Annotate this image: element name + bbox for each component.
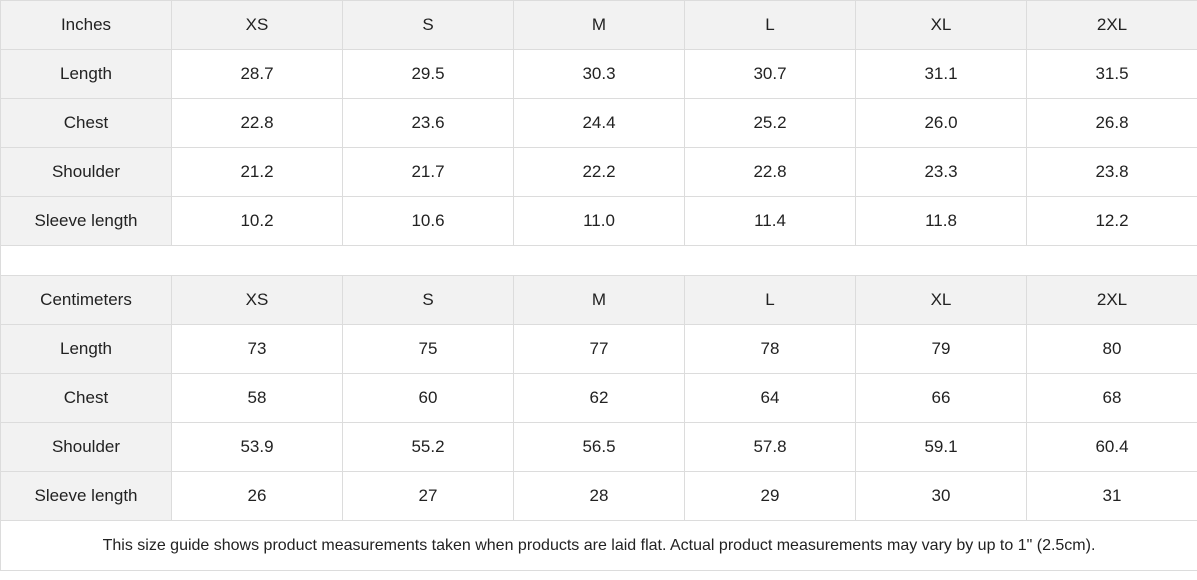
measurement-value: 23.6 bbox=[342, 98, 514, 148]
header-row: Inches XS S M L XL 2XL bbox=[0, 0, 1197, 50]
measurement-value: 31.5 bbox=[1026, 49, 1197, 99]
measurement-value: 80 bbox=[1026, 324, 1197, 374]
measurement-value: 10.2 bbox=[171, 196, 343, 246]
measurement-value: 26.8 bbox=[1026, 98, 1197, 148]
measurement-value: 64 bbox=[684, 373, 856, 423]
size-header: S bbox=[342, 275, 514, 325]
measurement-label: Chest bbox=[0, 98, 172, 148]
table-row: Chest 22.8 23.6 24.4 25.2 26.0 26.8 bbox=[0, 98, 1197, 148]
measurement-value: 31.1 bbox=[855, 49, 1027, 99]
measurement-value: 60.4 bbox=[1026, 422, 1197, 472]
footnote: This size guide shows product measuremen… bbox=[0, 520, 1197, 571]
measurement-label: Shoulder bbox=[0, 422, 172, 472]
measurement-label: Sleeve length bbox=[0, 471, 172, 521]
measurement-label: Length bbox=[0, 49, 172, 99]
measurement-value: 27 bbox=[342, 471, 514, 521]
size-header: XL bbox=[855, 275, 1027, 325]
spacer-cell bbox=[0, 245, 1197, 276]
measurement-value: 30 bbox=[855, 471, 1027, 521]
measurement-value: 24.4 bbox=[513, 98, 685, 148]
measurement-value: 22.2 bbox=[513, 147, 685, 197]
size-header: 2XL bbox=[1026, 0, 1197, 50]
measurement-value: 28.7 bbox=[171, 49, 343, 99]
table-row: Length 73 75 77 78 79 80 bbox=[0, 324, 1197, 374]
size-header: M bbox=[513, 275, 685, 325]
measurement-value: 28 bbox=[513, 471, 685, 521]
unit-header: Inches bbox=[0, 0, 172, 50]
measurement-value: 60 bbox=[342, 373, 514, 423]
measurement-value: 26 bbox=[171, 471, 343, 521]
measurement-value: 73 bbox=[171, 324, 343, 374]
measurement-value: 11.8 bbox=[855, 196, 1027, 246]
measurement-value: 59.1 bbox=[855, 422, 1027, 472]
size-header: XL bbox=[855, 0, 1027, 50]
measurement-value: 22.8 bbox=[684, 147, 856, 197]
measurement-label: Chest bbox=[0, 373, 172, 423]
table-spacer bbox=[0, 245, 1197, 276]
footnote-row: This size guide shows product measuremen… bbox=[0, 520, 1197, 571]
size-header: XS bbox=[171, 0, 343, 50]
measurement-value: 66 bbox=[855, 373, 1027, 423]
table-row: Length 28.7 29.5 30.3 30.7 31.1 31.5 bbox=[0, 49, 1197, 99]
size-header: L bbox=[684, 0, 856, 50]
measurement-value: 12.2 bbox=[1026, 196, 1197, 246]
size-header: XS bbox=[171, 275, 343, 325]
measurement-value: 77 bbox=[513, 324, 685, 374]
measurement-value: 21.7 bbox=[342, 147, 514, 197]
measurement-label: Sleeve length bbox=[0, 196, 172, 246]
measurement-value: 21.2 bbox=[171, 147, 343, 197]
measurement-value: 11.4 bbox=[684, 196, 856, 246]
unit-header: Centimeters bbox=[0, 275, 172, 325]
header-row: Centimeters XS S M L XL 2XL bbox=[0, 275, 1197, 325]
measurement-value: 56.5 bbox=[513, 422, 685, 472]
measurement-value: 25.2 bbox=[684, 98, 856, 148]
measurement-value: 10.6 bbox=[342, 196, 514, 246]
measurement-value: 30.7 bbox=[684, 49, 856, 99]
measurement-label: Length bbox=[0, 324, 172, 374]
table-row: Chest 58 60 62 64 66 68 bbox=[0, 373, 1197, 423]
measurement-label: Shoulder bbox=[0, 147, 172, 197]
measurement-value: 23.3 bbox=[855, 147, 1027, 197]
table-row: Sleeve length 26 27 28 29 30 31 bbox=[0, 471, 1197, 521]
measurement-value: 68 bbox=[1026, 373, 1197, 423]
measurement-value: 57.8 bbox=[684, 422, 856, 472]
measurement-value: 23.8 bbox=[1026, 147, 1197, 197]
measurement-value: 22.8 bbox=[171, 98, 343, 148]
size-header: L bbox=[684, 275, 856, 325]
measurement-value: 55.2 bbox=[342, 422, 514, 472]
size-header: M bbox=[513, 0, 685, 50]
measurement-value: 11.0 bbox=[513, 196, 685, 246]
measurement-value: 78 bbox=[684, 324, 856, 374]
measurement-value: 58 bbox=[171, 373, 343, 423]
measurement-value: 75 bbox=[342, 324, 514, 374]
measurement-value: 29 bbox=[684, 471, 856, 521]
table-row: Shoulder 53.9 55.2 56.5 57.8 59.1 60.4 bbox=[0, 422, 1197, 472]
table-row: Shoulder 21.2 21.7 22.2 22.8 23.3 23.8 bbox=[0, 147, 1197, 197]
size-header: S bbox=[342, 0, 514, 50]
measurement-value: 30.3 bbox=[513, 49, 685, 99]
measurement-value: 26.0 bbox=[855, 98, 1027, 148]
measurement-value: 62 bbox=[513, 373, 685, 423]
measurement-value: 79 bbox=[855, 324, 1027, 374]
size-header: 2XL bbox=[1026, 275, 1197, 325]
measurement-value: 29.5 bbox=[342, 49, 514, 99]
table-row: Sleeve length 10.2 10.6 11.0 11.4 11.8 12.2 bbox=[0, 196, 1197, 246]
measurement-value: 31 bbox=[1026, 471, 1197, 521]
measurement-value: 53.9 bbox=[171, 422, 343, 472]
